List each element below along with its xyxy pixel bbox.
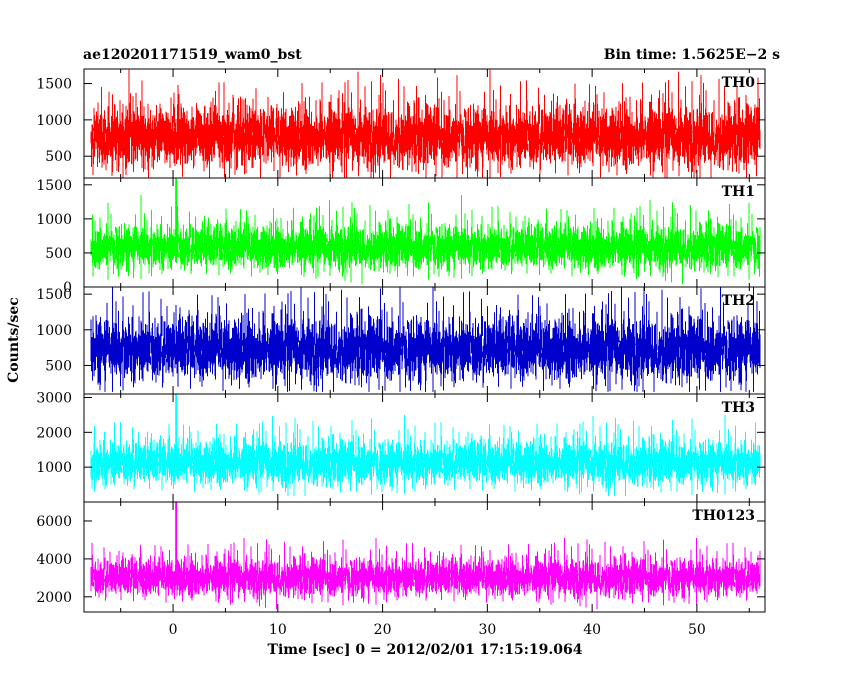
panel-label-th1: TH1 <box>722 184 755 200</box>
panel-th1: 0 500 1000 1500 TH1 <box>36 177 766 296</box>
y-axis-label: Counts/sec <box>6 297 22 383</box>
y-tick-label: 1000 <box>36 212 72 228</box>
y-tick-label: 2000 <box>36 425 72 441</box>
x-tick-label: 0 <box>169 622 178 638</box>
x-tick-label: 50 <box>688 622 706 638</box>
y-tick-label: 1500 <box>36 178 72 194</box>
panel-frame <box>83 501 766 613</box>
x-tick-label: 40 <box>583 622 601 638</box>
panel-th2: 500 1000 1500 TH2 <box>36 286 766 395</box>
series-th2-line <box>90 287 761 392</box>
y-tick-label: 1000 <box>36 113 72 129</box>
y-tick-label: 500 <box>45 149 72 165</box>
panel-label-th3: TH3 <box>722 400 755 416</box>
x-axis-label: Time [sec] 0 = 2012/02/01 17:15:19.064 <box>268 642 583 658</box>
chart-title: ae120201171519_wam0_bst <box>83 47 302 63</box>
y-tick-label: 1500 <box>36 287 72 303</box>
panel-label-th0: TH0 <box>722 75 756 91</box>
x-tick-label: 30 <box>478 622 496 638</box>
y-tick-label: 500 <box>45 358 72 374</box>
bin-time-label: Bin time: 1.5625E−2 s <box>604 47 780 63</box>
panel-th0: 500 1000 1500 TH0 <box>36 68 766 179</box>
series-th0-line <box>90 69 761 178</box>
y-tick-label: 3000 <box>36 390 72 406</box>
x-tick-label: 20 <box>374 622 392 638</box>
series-th3-line <box>90 414 761 497</box>
series-th1-line <box>90 195 761 285</box>
y-tick-label: 1000 <box>36 460 72 476</box>
y-tick-label: 1000 <box>36 323 72 339</box>
y-tick-label: 2000 <box>36 590 72 606</box>
panel-label-th0123: TH0123 <box>692 508 755 524</box>
y-tick-label: 4000 <box>36 552 72 568</box>
x-tick-label: 10 <box>269 622 287 638</box>
panel-label-th2: TH2 <box>722 293 755 309</box>
y-tick-label: 6000 <box>36 514 72 530</box>
y-tick-label: 0 <box>63 280 72 296</box>
y-tick-label: 1500 <box>36 77 72 93</box>
series-th0123-line <box>90 538 761 610</box>
panel-th0123: 2000 4000 6000 TH0123 <box>36 501 766 613</box>
panel-th3: 1000 2000 3000 TH3 <box>36 390 766 503</box>
y-tick-label: 500 <box>45 246 72 262</box>
